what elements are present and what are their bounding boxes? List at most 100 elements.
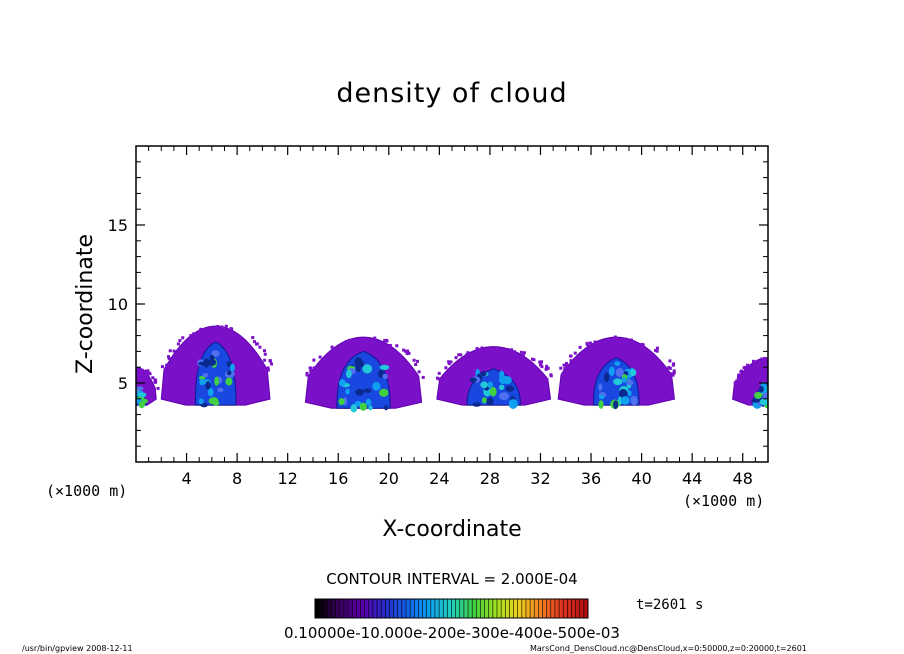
cloud-speck: [181, 336, 185, 340]
cloud-core-blob: [598, 383, 603, 392]
colorbar-cell: [327, 599, 333, 618]
cloud-speck: [167, 355, 171, 359]
cloud-core-blob: [127, 386, 133, 394]
x-tick-label: 48: [733, 469, 753, 488]
colorbar-cell: [426, 599, 432, 618]
cloud-core-blob: [469, 377, 477, 383]
cloud-speck: [640, 342, 644, 346]
cloud-speck: [444, 366, 448, 370]
cloud-core-blob: [205, 381, 211, 390]
cloud-speck: [564, 361, 568, 365]
cloud-core-blob: [207, 387, 214, 397]
cloud-speck: [266, 366, 270, 370]
cloud-speck: [154, 379, 158, 383]
cloud-speck: [613, 335, 617, 339]
colorbar-cell: [476, 599, 481, 618]
cloud-speck: [266, 368, 270, 372]
cloud-speck: [747, 364, 751, 368]
y-tick-label: 5: [118, 374, 128, 393]
cloud-speck: [654, 348, 658, 352]
cloud-core-blob: [372, 382, 381, 391]
cloud-speck: [395, 344, 399, 348]
cloud-speck: [388, 343, 392, 347]
cloud-core-blob: [230, 363, 235, 372]
colorbar-cell: [505, 599, 510, 618]
cloud-speck: [745, 365, 749, 369]
cloud-core-blob: [767, 400, 768, 406]
cloud-speck: [447, 360, 451, 364]
colorbar: [314, 599, 589, 618]
colorbar-cell: [492, 599, 498, 618]
colorbar-cell: [459, 599, 465, 618]
cloud-speck: [344, 343, 348, 347]
cloud-speck: [733, 381, 737, 385]
cloud-speck: [763, 356, 767, 360]
x-ticks: 4 8 12 16 20 24 28 32 36 40 44 48: [148, 146, 756, 488]
cloud-core-blob: [209, 354, 215, 361]
x-tick-label: 36: [581, 469, 601, 488]
cloud-speck: [421, 375, 425, 379]
cloud-speck: [623, 339, 627, 343]
cloud-core-blob: [769, 393, 777, 399]
cloud-speck: [798, 369, 801, 372]
cloud-speck: [466, 351, 470, 355]
cloud-core-blob: [379, 388, 389, 397]
cloud-cell: [732, 356, 801, 409]
cloud-core-blob: [138, 401, 145, 409]
cloud-core-blob: [127, 394, 136, 400]
x-tick-label: 24: [429, 469, 449, 488]
cloud-speck: [467, 353, 471, 357]
cloud-core-blob: [383, 404, 389, 411]
cloud-speck: [475, 347, 479, 351]
colorbar-cell: [521, 599, 527, 618]
cloud-speck: [490, 348, 494, 352]
cloud-speck: [540, 360, 544, 364]
y-tick-label: 10: [108, 295, 128, 314]
cloud-speck: [540, 365, 544, 369]
cloud-speck: [573, 351, 577, 355]
cloud-core-blob: [225, 377, 233, 386]
cloud-speck: [457, 353, 461, 357]
colorbar-cell: [352, 599, 357, 618]
cloud-core-blob: [620, 396, 630, 405]
cloud-core-blob: [622, 377, 627, 383]
cloud-speck: [667, 366, 671, 370]
y-ticks: 5 10 15: [108, 161, 768, 447]
cloud-core-blob: [138, 393, 147, 398]
cloud-speck: [672, 371, 676, 375]
cloud-cell: [304, 336, 425, 413]
colorbar-cell: [343, 599, 349, 618]
cloud-core-blob: [627, 390, 632, 397]
cloud-speck: [365, 341, 369, 345]
cloud-speck: [782, 362, 785, 365]
colorbar-cell: [497, 599, 502, 618]
cloud-speck: [353, 340, 357, 344]
cloud-speck: [739, 370, 743, 374]
colorbar-cell: [534, 599, 539, 618]
footer-right: MarsCond_DensCloud.nc@DensCloud,x=0:5000…: [530, 644, 807, 653]
colorbar-cell: [530, 599, 535, 618]
cloud-speck: [522, 351, 526, 355]
cloud-speck: [545, 378, 549, 382]
cloud-speck: [449, 360, 453, 364]
cloud-speck: [160, 365, 164, 369]
colorbar-cell: [480, 599, 486, 618]
cloud-speck: [405, 352, 409, 356]
colorbar-cell: [356, 599, 361, 618]
cloud-speck: [795, 370, 798, 373]
cloud-core-blob: [350, 404, 358, 413]
colorbar-cell: [463, 599, 469, 618]
cloud-core-blob: [759, 398, 768, 406]
chart-title: density of cloud: [336, 78, 567, 109]
cloud-core-blob: [338, 398, 345, 406]
cloud-core-blob: [489, 386, 497, 397]
cloud-speck: [129, 370, 132, 373]
cloud-speck: [192, 333, 196, 337]
cloud-speck: [736, 377, 740, 381]
colorbar-cell: [368, 599, 374, 618]
cloud-speck: [539, 362, 543, 366]
cloud-speck: [743, 365, 747, 369]
cloud-speck: [385, 338, 389, 342]
cloud-speck: [258, 345, 262, 349]
cloud-core-blob: [124, 394, 132, 398]
